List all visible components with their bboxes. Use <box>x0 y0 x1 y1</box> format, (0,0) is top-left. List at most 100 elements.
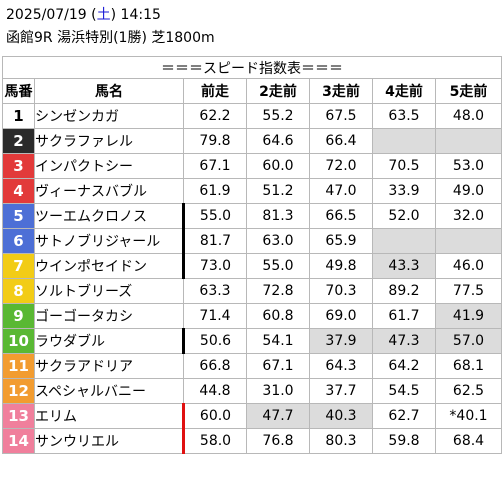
speed-index: 51.2 <box>246 178 310 204</box>
speed-index: 81.3 <box>246 203 310 229</box>
table-row: 3 インパクトシー 67.1 60.0 72.0 70.5 53.0 <box>2 153 503 179</box>
horse-name: ヴィーナスバブル <box>34 178 184 204</box>
table-row: 10 ラウダブル 50.6 54.1 37.9 47.3 57.0 <box>2 328 503 354</box>
speed-index: 37.7 <box>309 378 373 404</box>
race-dow-open: ( <box>91 7 97 23</box>
speed-index: 80.3 <box>309 428 373 454</box>
speed-index: 69.0 <box>309 303 373 329</box>
speed-index-empty <box>434 128 503 154</box>
speed-index: 50.6 <box>183 328 247 354</box>
speed-index: 54.5 <box>372 378 436 404</box>
table-title-row: ＝＝＝スピード指数表＝＝＝ <box>1 56 503 79</box>
speed-index: 64.2 <box>372 353 436 379</box>
speed-index: 33.9 <box>372 178 436 204</box>
speed-index: 31.0 <box>246 378 310 404</box>
horse-name: エリム <box>34 403 185 429</box>
race-info: 函館9R 湯浜特別(1勝) 芝1800m <box>6 30 215 46</box>
speed-index: 72.0 <box>309 153 373 179</box>
table-row: 9 ゴーゴータカシ 71.4 60.8 69.0 61.7 41.9 <box>2 303 503 329</box>
speed-index-empty <box>434 228 503 254</box>
speed-index: 60.0 <box>183 403 247 429</box>
speed-index: 55.0 <box>246 253 310 279</box>
header-horse-number: 馬番 <box>2 78 35 104</box>
speed-index: 59.8 <box>372 428 436 454</box>
horse-name: サクラファレル <box>34 128 184 154</box>
speed-index: 53.0 <box>434 153 503 179</box>
speed-index-highlighted: 37.9 <box>309 328 373 354</box>
speed-index: 58.0 <box>183 428 247 454</box>
speed-index: 67.5 <box>309 103 373 129</box>
header-2-races-ago: 2走前 <box>246 78 310 104</box>
horse-name: ツーエムクロノス <box>34 203 185 229</box>
horse-number: 12 <box>2 378 35 404</box>
horse-name: サンウリエル <box>34 428 185 454</box>
speed-index: 68.1 <box>434 353 503 379</box>
table-row: 5 ツーエムクロノス 55.0 81.3 66.5 52.0 32.0 <box>2 203 503 229</box>
speed-index: 64.6 <box>246 128 310 154</box>
horse-number: 11 <box>2 353 35 379</box>
horse-number: 4 <box>2 178 35 204</box>
speed-index: 62.2 <box>183 103 247 129</box>
table-header-row: 馬番 馬名 前走 2走前 3走前 4走前 5走前 <box>2 78 503 104</box>
speed-index: 49.8 <box>309 253 373 279</box>
table-row: 11 サクラアドリア 66.8 67.1 64.3 64.2 68.1 <box>2 353 503 379</box>
table-row: 14 サンウリエル 58.0 76.8 80.3 59.8 68.4 <box>2 428 503 454</box>
speed-index-highlighted: 47.3 <box>372 328 436 354</box>
race-date: 2025/07/19 <box>6 7 87 23</box>
table-row: 12 スペシャルバニー 44.8 31.0 37.7 54.5 62.5 <box>2 378 503 404</box>
race-time: 14:15 <box>120 7 161 23</box>
speed-index: 60.0 <box>246 153 310 179</box>
horse-number: 1 <box>2 103 35 129</box>
speed-index-empty <box>372 228 436 254</box>
speed-index: 71.4 <box>183 303 247 329</box>
speed-index: 68.4 <box>434 428 503 454</box>
speed-index-highlighted: 41.9 <box>434 303 503 329</box>
speed-index-highlighted: 40.3 <box>309 403 373 429</box>
speed-index: 62.5 <box>434 378 503 404</box>
speed-index: 72.8 <box>246 278 310 304</box>
speed-index: 32.0 <box>434 203 503 229</box>
speed-index: 77.5 <box>434 278 503 304</box>
horse-number: 5 <box>2 203 35 229</box>
speed-index: 66.4 <box>309 128 373 154</box>
horse-number: 7 <box>2 253 35 279</box>
speed-index: 63.0 <box>246 228 310 254</box>
table-title: ＝＝＝スピード指数表＝＝＝ <box>1 56 503 79</box>
speed-index: 66.8 <box>183 353 247 379</box>
speed-index: 63.3 <box>183 278 247 304</box>
table-row: 7 ウインポセイドン 73.0 55.0 49.8 43.3 46.0 <box>2 253 503 279</box>
horse-name: サクラアドリア <box>34 353 184 379</box>
speed-index: *40.1 <box>434 403 503 429</box>
race-datetime: 2025/07/19 (土) 14:15 <box>6 6 161 24</box>
race-dow-close: ) <box>110 7 117 23</box>
speed-index: 61.9 <box>183 178 247 204</box>
speed-index: 76.8 <box>246 428 310 454</box>
horse-name: スペシャルバニー <box>34 378 184 404</box>
speed-index: 61.7 <box>372 303 436 329</box>
speed-index: 89.2 <box>372 278 436 304</box>
table-row: 6 サトノブリジャール 81.7 63.0 65.9 <box>2 228 503 254</box>
speed-index: 67.1 <box>183 153 247 179</box>
speed-index: 81.7 <box>183 228 247 254</box>
speed-index: 62.7 <box>372 403 436 429</box>
horse-name: ゴーゴータカシ <box>34 303 184 329</box>
speed-index: 54.1 <box>246 328 310 354</box>
speed-index: 46.0 <box>434 253 503 279</box>
speed-index: 70.5 <box>372 153 436 179</box>
header-4-races-ago: 4走前 <box>372 78 436 104</box>
speed-index: 48.0 <box>434 103 503 129</box>
table-row: 4 ヴィーナスバブル 61.9 51.2 47.0 33.9 49.0 <box>2 178 503 204</box>
speed-index: 73.0 <box>183 253 247 279</box>
horse-name: ラウダブル <box>34 328 185 354</box>
horse-name: サトノブリジャール <box>34 228 185 254</box>
speed-index-highlighted: 57.0 <box>434 328 503 354</box>
horse-number: 14 <box>2 428 35 454</box>
header-last-race: 前走 <box>183 78 247 104</box>
horse-number: 8 <box>2 278 35 304</box>
horse-number: 2 <box>2 128 35 154</box>
horse-name: シンゼンカガ <box>34 103 184 129</box>
table-row: 13 エリム 60.0 47.7 40.3 62.7 *40.1 <box>2 403 503 429</box>
speed-index: 79.8 <box>183 128 247 154</box>
speed-index: 47.0 <box>309 178 373 204</box>
horse-number: 3 <box>2 153 35 179</box>
